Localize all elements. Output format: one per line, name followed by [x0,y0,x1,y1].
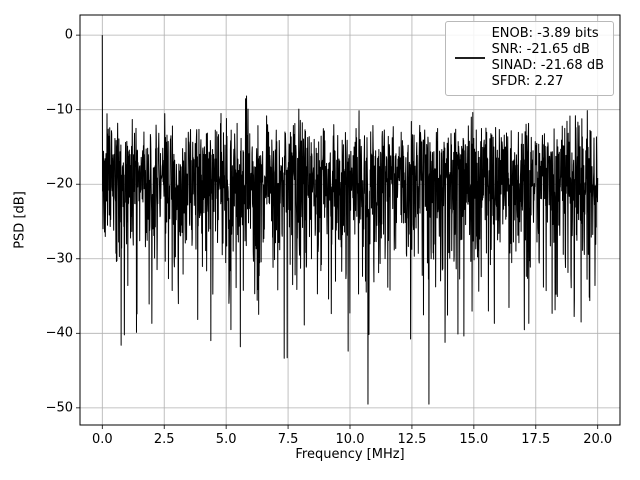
x-tick-label: 15.0 [459,432,489,447]
x-tick-label: 20.0 [583,432,613,447]
x-tick-label: 10.0 [335,432,365,447]
x-tick-label: 17.5 [521,432,551,447]
y-tick-label: −20 [45,176,73,192]
legend-entry-snr: SNR: -21.65 dB [491,42,590,57]
y-tick-label: −50 [45,400,73,416]
x-tick-label: 2.5 [153,432,175,447]
y-axis-label: PSD [dB] [12,191,28,249]
x-tick-label: 0.0 [91,432,113,447]
y-tick-label: −10 [45,102,73,118]
y-tick-label: −40 [45,325,73,341]
legend: ENOB: -3.89 bits SNR: -21.65 dB SINAD: -… [444,21,614,96]
legend-entries: ENOB: -3.89 bits SNR: -21.65 dB SINAD: -… [492,26,604,90]
y-tick-label: 0 [64,27,73,43]
x-tick-label: 7.5 [277,432,299,447]
legend-entry-enob: ENOB: -3.89 bits [491,26,599,41]
x-tick-label: 5.0 [215,432,237,447]
legend-line-sample-icon [454,57,485,59]
legend-entry-sfdr: SFDR: 2.27 [491,74,564,89]
y-tick-label: −30 [45,251,73,267]
legend-entry-sinad: SINAD: -21.68 dB [491,58,604,73]
x-tick-label: 12.5 [397,432,427,447]
x-axis-label: Frequency [MHz] [295,447,405,462]
